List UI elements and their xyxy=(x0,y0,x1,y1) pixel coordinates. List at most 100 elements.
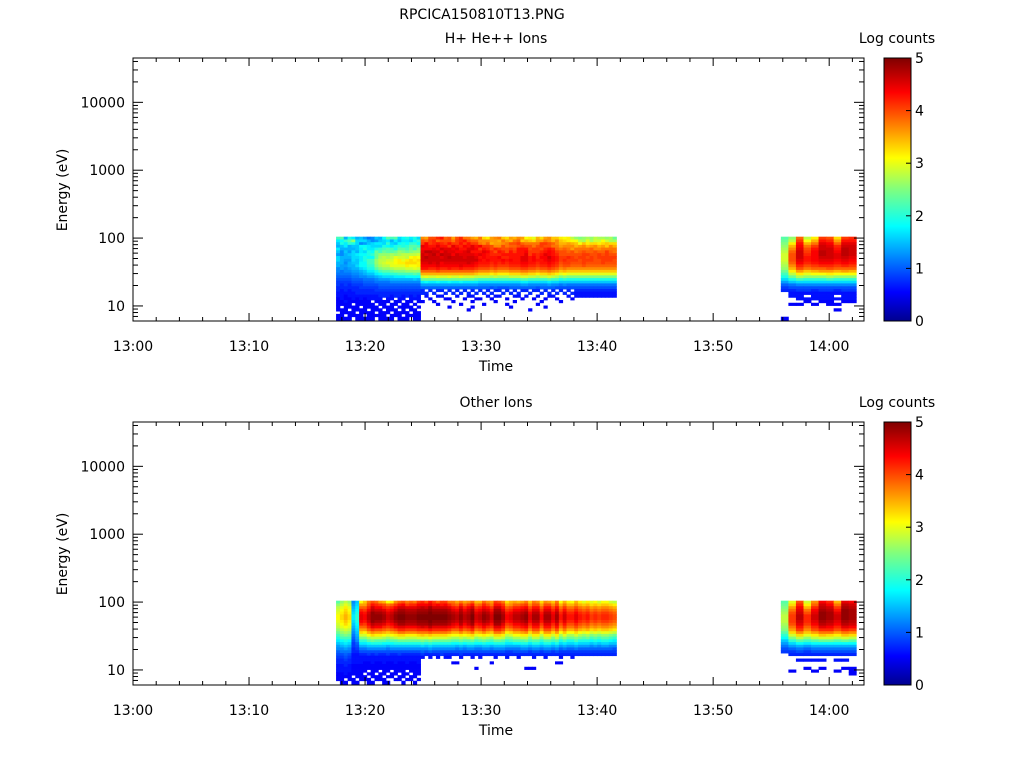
spectrogram-cell xyxy=(347,655,352,659)
spectrogram-cell xyxy=(566,614,571,618)
spectrogram-cell xyxy=(478,244,483,248)
spectrogram-cell xyxy=(485,280,491,284)
spectrogram-cell xyxy=(780,608,789,612)
spectrogram-cell xyxy=(339,661,345,665)
spectrogram-cell xyxy=(593,256,598,260)
spectrogram-cell xyxy=(439,600,445,604)
spectrogram-cell xyxy=(416,280,421,284)
spectrogram-cell xyxy=(474,244,479,248)
spectrogram-cell xyxy=(362,633,368,638)
spectrogram-cell xyxy=(501,256,506,260)
spectrogram-cell xyxy=(848,297,857,301)
spectrogram-cell xyxy=(424,253,429,257)
spectrogram-cell xyxy=(535,250,541,254)
spectrogram-cell xyxy=(539,608,544,612)
spectrogram-cell xyxy=(581,625,587,629)
spectrogram-cell xyxy=(385,625,391,629)
spectrogram-cell xyxy=(589,253,594,257)
spectrogram-cell xyxy=(578,253,583,257)
spectrogram-cell xyxy=(539,606,544,610)
spectrogram-cell xyxy=(416,291,421,295)
spectrogram-cell xyxy=(382,603,387,607)
spectrogram-cell xyxy=(505,636,510,640)
spectrogram-cell xyxy=(389,236,395,240)
spectrogram-cell xyxy=(485,264,491,268)
spectrogram-cell xyxy=(478,611,483,615)
spectrogram-cell xyxy=(370,316,375,322)
spectrogram-cell xyxy=(482,617,487,621)
spectrogram-cell xyxy=(389,242,395,246)
spectrogram-cell xyxy=(512,620,517,624)
spectrogram-cell xyxy=(362,311,368,315)
spectrogram-cell xyxy=(558,283,564,287)
spectrogram-cell xyxy=(485,647,491,651)
spectrogram-cell xyxy=(581,283,587,287)
spectrogram-cell xyxy=(493,606,498,610)
spectrogram-cell xyxy=(558,286,564,290)
spectrogram-cell xyxy=(478,289,483,293)
spectrogram-cell xyxy=(470,655,475,659)
spectrogram-cell xyxy=(562,603,567,607)
spectrogram-cell xyxy=(462,239,468,243)
spectrogram-cell xyxy=(597,258,602,263)
spectrogram-cell xyxy=(336,614,341,618)
spectrogram-cell xyxy=(581,272,587,276)
spectrogram-cell xyxy=(593,280,598,284)
spectrogram-cell xyxy=(555,625,560,629)
spectrogram-cell xyxy=(531,297,537,301)
spectrogram-cell xyxy=(435,603,441,607)
spectrogram-cell xyxy=(435,611,441,615)
spectrogram-cell xyxy=(336,606,341,610)
spectrogram-cell xyxy=(585,269,590,274)
spectrogram-cell xyxy=(351,311,356,315)
spectrogram-cell xyxy=(780,267,789,271)
spectrogram-cell xyxy=(848,291,857,295)
spectrogram-cell xyxy=(401,269,406,274)
spectrogram-cell xyxy=(543,636,548,640)
spectrogram-cell xyxy=(370,611,375,615)
spectrogram-cell xyxy=(389,608,395,612)
spectrogram-cell xyxy=(841,244,850,248)
spectrogram-cell xyxy=(482,614,487,618)
spectrogram-cell xyxy=(470,247,475,251)
spectrogram-cell xyxy=(578,283,583,287)
spectrogram-cell xyxy=(531,625,537,629)
spectrogram-cell xyxy=(528,256,533,260)
spectrogram-cell xyxy=(343,311,348,315)
spectrogram-cell xyxy=(435,264,441,268)
spectrogram-cell xyxy=(803,256,812,260)
spectrogram-cell xyxy=(811,264,819,268)
spectrogram-cell xyxy=(378,291,383,295)
spectrogram-cell xyxy=(362,269,368,274)
spectrogram-cell xyxy=(489,620,494,624)
spectrogram-cell xyxy=(524,650,529,654)
spectrogram-cell xyxy=(336,275,341,279)
spectrogram-cell xyxy=(428,267,433,271)
spectrogram-cell xyxy=(585,644,590,648)
spectrogram-cell xyxy=(443,291,448,295)
spectrogram-cell xyxy=(412,603,418,607)
spectrogram-cell xyxy=(795,642,804,646)
spectrogram-cell xyxy=(393,644,398,648)
spectrogram-cell xyxy=(370,639,375,643)
spectrogram-cell xyxy=(470,286,475,290)
spectrogram-cell xyxy=(428,247,433,251)
spectrogram-cell xyxy=(597,294,602,298)
spectrogram-cell xyxy=(382,294,387,298)
spectrogram-cell xyxy=(516,283,521,287)
spectrogram-cell xyxy=(841,644,850,648)
spectrogram-cell xyxy=(833,283,842,287)
spectrogram-cell xyxy=(826,242,835,246)
spectrogram-cell xyxy=(803,242,812,246)
spectrogram-cell xyxy=(826,283,835,287)
spectrogram-cell xyxy=(458,600,464,604)
spectrogram-cell xyxy=(543,617,548,621)
spectrogram-cell xyxy=(497,622,502,627)
spectrogram-cell xyxy=(493,642,498,646)
spectrogram-cell xyxy=(351,620,356,624)
spectrogram-cell xyxy=(447,256,452,260)
spectrogram-cell xyxy=(485,653,491,657)
spectrogram-cell xyxy=(462,622,468,627)
colorbar-tick-label: 5 xyxy=(915,415,924,431)
spectrogram-cell xyxy=(497,611,502,615)
